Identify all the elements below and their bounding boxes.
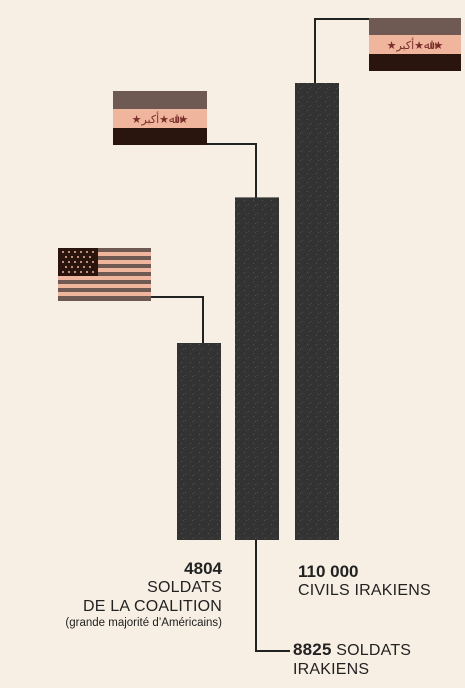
label-civils-line1: CIVILS IRAKIENS (298, 582, 431, 600)
bars (177, 83, 339, 540)
bar-iraq-soldiers (235, 197, 279, 540)
connector-iraq-soldiers (207, 143, 257, 203)
connector-iraq-soldiers-label (255, 540, 290, 652)
svg-text:★ﺍﷲ★ﺃﻛﺒﺮ★: ★ﺍﷲ★ﺃﻛﺒﺮ★ (387, 37, 444, 52)
value-coalition: 4804 (184, 559, 222, 578)
usa-flag (58, 248, 151, 301)
connector-usa (151, 296, 204, 343)
label-coalition-line2: DE LA COALITION (82, 597, 222, 615)
connector-lines (151, 18, 369, 652)
label-civils: 110 000 CIVILS IRAKIENS (298, 562, 465, 601)
label-coalition-line1: SOLDATS (147, 579, 222, 597)
svg-text:★ﺍﷲ★ﺃﻛﺒﺮ★: ★ﺍﷲ★ﺃﻛﺒﺮ★ (132, 111, 189, 126)
label-coalition-note: (grande majorité d’Américains) (65, 616, 222, 629)
label-iraq-soldiers: 8825 SOLDATS IRAKIENS (293, 640, 463, 680)
value-iraq-soldiers: 8825 (293, 640, 332, 659)
bar-coalition (177, 343, 221, 540)
iraq-flag-2: ★ﺍﷲ★ﺃﻛﺒﺮ★ (369, 18, 461, 71)
bar-iraq-civils (295, 83, 339, 540)
label-iraq-soldiers-line2: IRAKIENS (293, 660, 370, 678)
label-iraq-soldiers-line1: SOLDATS (336, 642, 412, 659)
iraq-flag: ★ﺍﷲ★ﺃﻛﺒﺮ★ (113, 91, 207, 145)
value-civils: 110 000 (298, 562, 359, 581)
connector-iraq-civils (314, 18, 369, 83)
label-coalition: 4804 SOLDATS DE LA COALITION (grande maj… (0, 559, 222, 630)
